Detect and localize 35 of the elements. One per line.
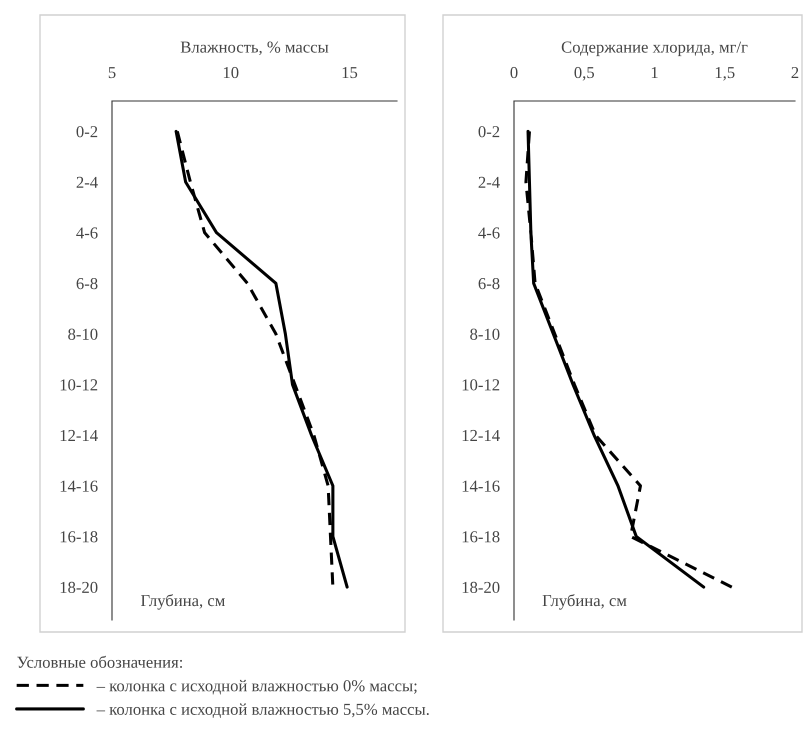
y-tick-label: 12-14 <box>462 430 500 441</box>
y-tick-label: 10-12 <box>60 379 98 390</box>
legend-title: Условные обозначения: <box>17 656 182 668</box>
y-tick-label: 4-6 <box>478 227 500 239</box>
y-axis-title: Глубина, см <box>542 594 627 610</box>
legend-label: – колонка с исходной влажностью 0% массы; <box>96 680 417 694</box>
y-tick-label: 16-18 <box>462 531 500 542</box>
y-tick-label: 18-20 <box>60 582 98 594</box>
y-tick-label: 16-18 <box>60 531 98 542</box>
y-tick-label: 14-16 <box>462 480 500 492</box>
y-tick-label: 12-14 <box>60 430 98 441</box>
y-tick-label: 4-6 <box>76 227 98 239</box>
y-tick-label: 6-8 <box>478 278 500 290</box>
x-tick-label: 15 <box>342 67 358 78</box>
y-tick-label: 10-12 <box>462 379 500 390</box>
legend-label: – колонка с исходной влажностью 5,5% массы. <box>96 703 429 718</box>
y-axis-title: Глубина, см <box>140 594 225 610</box>
x-tick-label: 1,5 <box>716 67 735 81</box>
y-tick-label: 0-2 <box>478 126 500 138</box>
x-tick-label: 1 <box>652 67 658 78</box>
y-tick-label: 0-2 <box>76 126 98 138</box>
y-tick-label: 2-4 <box>76 176 98 188</box>
y-tick-label: 8-10 <box>470 328 500 340</box>
y-tick-label: 2-4 <box>478 176 500 188</box>
x-tick-label: 10 <box>224 66 238 78</box>
x-tick-label: 0,5 <box>574 66 594 81</box>
x-tick-label: 5 <box>108 67 116 78</box>
x-axis-title: Влажность, % массы <box>180 41 328 56</box>
x-tick-label: 0 <box>510 66 518 78</box>
y-tick-label: 14-16 <box>60 480 98 492</box>
y-tick-label: 6-8 <box>76 278 98 290</box>
x-axis-title: Содержание хлорида, мг/г <box>562 42 748 56</box>
x-tick-label: 2 <box>792 66 798 78</box>
y-tick-label: 18-20 <box>462 582 500 594</box>
y-tick-label: 8-10 <box>68 328 98 340</box>
